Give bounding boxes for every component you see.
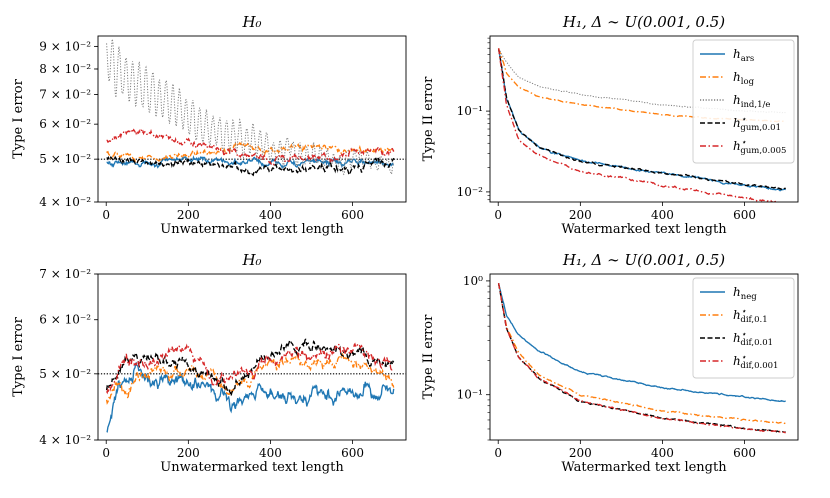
y-axis-label: Type I error [11, 316, 26, 396]
panel-title: H₁, Δ ∼ U(0.001, 0.5) [562, 251, 725, 269]
series-h-dif-0-1 [497, 283, 786, 425]
panel-top-right: 0 200 400 600 10⁻² 10⁻¹ H₁, Δ ∼ U(0.001, 0.5) W… [421, 13, 799, 237]
x-tick-label: 0 [102, 208, 110, 222]
series-h-dif-0-001 [105, 342, 395, 395]
axes-frame [97, 273, 407, 441]
x-tick-label: 0 [494, 446, 502, 460]
series-h-gum-0-01 [106, 155, 395, 177]
series-h-neg [497, 282, 786, 403]
y-tick-label: 10⁻¹ [457, 388, 483, 402]
series-group [497, 282, 786, 434]
series-h-gum-0-01 [497, 48, 787, 191]
panel-bottom-right: 0 200 400 600 10⁻¹ 10⁰ H₁, Δ ∼ U(0.001, 0.5) Wa… [421, 251, 799, 475]
y-tick-label: 7 × 10⁻² [39, 88, 91, 102]
series-h-dif-0-001 [497, 282, 786, 434]
legend-box [692, 39, 795, 164]
series-h-log [106, 141, 395, 163]
x-axis-label: Watermarked text length [561, 460, 727, 475]
x-axis-label: Watermarked text length [561, 222, 727, 237]
y-tick-label: 8 × 10⁻² [39, 62, 91, 76]
series-h-ars [106, 155, 395, 170]
x-tick-label: 600 [733, 208, 756, 222]
y-tick-label: 5 × 10⁻² [39, 367, 91, 381]
series-h-gum-0-005 [106, 128, 395, 167]
x-tick-label: 200 [177, 446, 200, 460]
axes-frame [97, 35, 407, 203]
y-tick-label: 9 × 10⁻² [39, 39, 91, 53]
series-group [105, 338, 395, 433]
y-tick-label: 10⁰ [463, 274, 483, 288]
panel-bottom-left: 0 200 400 600 4 × 10⁻² 5 × 10⁻² 6 × 10⁻² 7 × 10… [11, 251, 407, 475]
x-tick-label: 200 [569, 446, 592, 460]
x-tick-label: 400 [651, 446, 674, 460]
y-tick-label: 6 × 10⁻² [39, 313, 91, 327]
x-tick-label: 0 [494, 208, 502, 222]
legend-box [692, 277, 795, 379]
panel-title: H₀ [241, 13, 261, 31]
x-tick-label: 600 [733, 446, 756, 460]
x-tick-label: 200 [569, 208, 592, 222]
panel-title: H₁, Δ ∼ U(0.001, 0.5) [562, 13, 725, 31]
y-tick-label: 10⁻² [457, 185, 484, 199]
x-axis-label: Unwatermarked text length [160, 222, 344, 237]
y-axis-label: Type II error [421, 76, 436, 162]
y-axis-label: Type I error [11, 78, 26, 158]
y-tick-label: 7 × 10⁻² [39, 267, 91, 281]
panel-title: H₀ [241, 251, 261, 269]
x-tick-label: 600 [341, 208, 364, 222]
x-tick-label: 400 [259, 446, 282, 460]
series-h-dif-0-1 [105, 352, 395, 405]
y-tick-label: 4 × 10⁻² [39, 195, 91, 209]
x-tick-label: 0 [102, 446, 110, 460]
series-h-ind-1-e [498, 48, 786, 114]
x-tick-label: 600 [341, 446, 364, 460]
y-tick-label: 4 × 10⁻² [39, 433, 91, 447]
series-h-gum-0-005 [497, 48, 779, 202]
y-tick-label: 10⁻¹ [457, 104, 483, 118]
axes-frame [489, 273, 799, 441]
series-h-neg [106, 361, 395, 433]
x-tick-label: 400 [259, 208, 282, 222]
y-tick-label: 5 × 10⁻² [39, 152, 91, 166]
panel-top-left: 0 200 400 600 4 × 10⁻² 5 × 10⁻² 6 × 10⁻² 7 × 10… [11, 13, 407, 237]
series-group [106, 38, 395, 177]
x-tick-label: 200 [177, 208, 200, 222]
x-axis-label: Unwatermarked text length [160, 460, 344, 475]
x-tick-label: 400 [651, 208, 674, 222]
y-tick-label: 6 × 10⁻² [39, 117, 91, 131]
y-axis-label: Type II error [421, 314, 436, 400]
series-h-ind-1-e [106, 38, 395, 176]
